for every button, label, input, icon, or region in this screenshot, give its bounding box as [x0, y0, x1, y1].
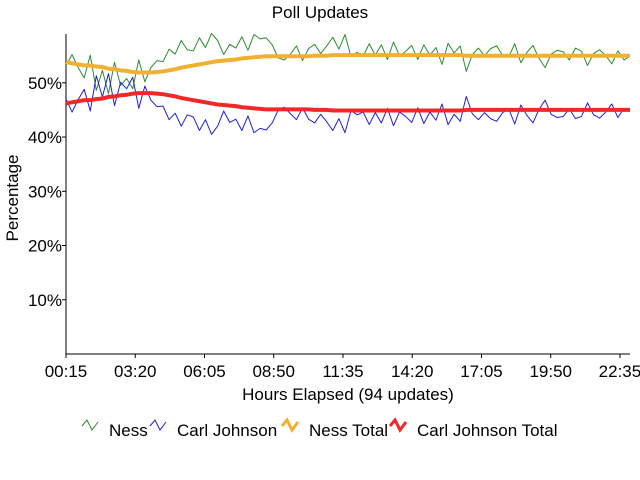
x-tick-label: 03:20	[114, 362, 157, 381]
x-tick-label: 08:50	[252, 362, 295, 381]
x-tick-label: 00:15	[45, 362, 88, 381]
legend: Ness Carl Johnson Ness Total Carl Johnson T…	[81, 417, 558, 440]
y-tick-label: 50%	[28, 74, 62, 93]
plot-area: 10% 20% 30% 40% 50% 00:15 03:20 06:05 08:50 11:3…	[28, 32, 640, 381]
x-axis-label: Hours Elapsed (94 updates)	[242, 385, 454, 404]
x-tick-label: 19:50	[529, 362, 572, 381]
legend-swatch-carl-johnson	[149, 419, 167, 431]
legend-label: Carl Johnson	[177, 421, 277, 440]
x-tick-label: 06:05	[183, 362, 226, 381]
chart-title: Poll Updates	[272, 3, 368, 22]
legend-label: Ness Total	[309, 421, 388, 440]
y-tick-label: 40%	[28, 128, 62, 147]
x-tick-label: 14:20	[391, 362, 434, 381]
y-tick-label: 30%	[28, 182, 62, 201]
x-tick-label: 22:35	[599, 362, 640, 381]
legend-label: Ness	[109, 421, 148, 440]
legend-swatch-ness	[81, 419, 99, 431]
series-line-ness-total	[65, 53, 630, 75]
series-lines	[65, 32, 631, 135]
series-line-ness	[65, 32, 631, 95]
series-line-carl-johnson-total	[65, 91, 630, 113]
legend-swatch-carl-johnson-total	[388, 417, 408, 433]
y-tick-label: 20%	[28, 237, 62, 256]
x-tick-label: 17:05	[460, 362, 503, 381]
y-tick-label: 10%	[28, 291, 62, 310]
y-axis-label: Percentage	[3, 155, 22, 242]
x-tick-label: 11:35	[322, 362, 363, 381]
legend-label: Carl Johnson Total	[417, 421, 558, 440]
series-line-carl-johnson	[65, 73, 631, 135]
x-axis-ticks: 00:15 03:20 06:05 08:50 11:35 14:20 17:05 19:50…	[45, 354, 640, 381]
y-axis-ticks: 10% 20% 30% 40% 50%	[28, 74, 66, 310]
legend-swatch-ness-total	[280, 417, 300, 433]
